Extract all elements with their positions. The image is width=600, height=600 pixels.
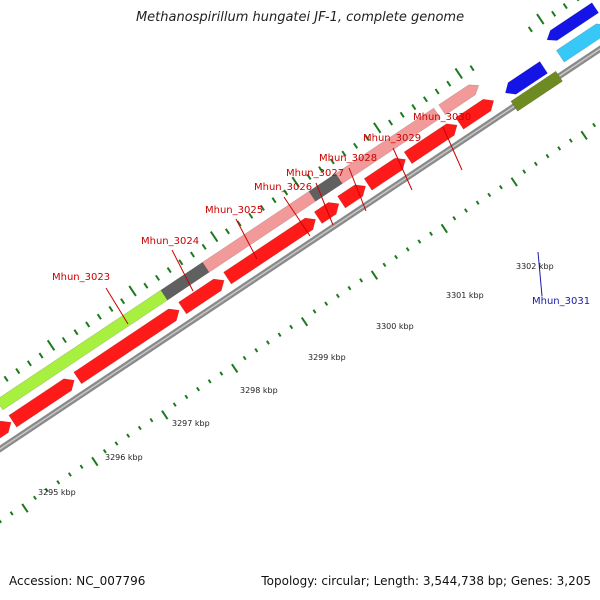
kbp-label: 3297 kbp (172, 419, 210, 428)
backbone (0, 45, 600, 453)
cds-red-arrow[interactable] (403, 123, 458, 165)
cds-red-arrow[interactable] (455, 98, 495, 130)
kbp-label: 3302 kbp (516, 262, 554, 271)
cds-blue-arrow[interactable] (546, 2, 600, 41)
kbp-label: 3299 kbp (308, 353, 346, 362)
accession-text: Accession: NC_007796 (9, 574, 146, 588)
outer-tick-track (3, 0, 580, 382)
cds-pink-arrow[interactable] (438, 84, 480, 116)
cds-red-arrow[interactable] (178, 278, 225, 315)
label-leaders (105, 126, 543, 325)
cds-olive-block[interactable] (510, 70, 563, 112)
kbp-label: 3296 kbp (105, 453, 143, 462)
cds-red-arrow[interactable] (313, 202, 340, 224)
cds-red-arrow[interactable] (363, 157, 406, 191)
cds-pink-block[interactable] (335, 107, 441, 185)
cds-red-arrow[interactable] (337, 184, 366, 209)
cds-red-arrow[interactable] (223, 217, 316, 285)
kbp-labels: 3295 kbp 3296 kbp 3297 kbp 3298 kbp 3299 kbp… (38, 262, 554, 497)
cds-cyan-arrow[interactable] (555, 23, 600, 63)
cds-red-arrow[interactable] (73, 308, 180, 385)
kbp-label: 3298 kbp (240, 386, 278, 395)
cds-blue-arrow[interactable] (505, 61, 548, 95)
kbp-label: 3300 kbp (376, 322, 414, 331)
inner-tick-track (0, 122, 597, 524)
map-title: Methanospirillum hungatei JF-1, complete… (135, 10, 465, 25)
gene-label-mhun_3025[interactable]: Mhun_3025 (205, 205, 263, 216)
gene-label-mhun_3030[interactable]: Mhun_3030 (413, 112, 471, 123)
kbp-label: 3295 kbp (38, 488, 76, 497)
gene-labels: Mhun_3023 Mhun_3024 Mhun_3025 Mhun_3026 Mhun… (52, 112, 590, 307)
gene-label-mhun_3024[interactable]: Mhun_3024 (141, 236, 199, 247)
gene-label-mhun_3028[interactable]: Mhun_3028 (319, 153, 377, 164)
gene-label-mhun_3029[interactable]: Mhun_3029 (363, 133, 421, 144)
cds-red-arrow[interactable] (0, 420, 12, 464)
kbp-label: 3301 kbp (446, 291, 484, 300)
gene-label-mhun_3031[interactable]: Mhun_3031 (532, 296, 590, 307)
cds-red-arrow[interactable] (8, 378, 75, 428)
genome-summary-text: Topology: circular; Length: 3,544,738 bp… (261, 574, 591, 588)
feature-track (0, 2, 600, 464)
gene-label-mhun_3026[interactable]: Mhun_3026 (254, 182, 312, 193)
gene-label-mhun_3027[interactable]: Mhun_3027 (286, 168, 344, 179)
gene-label-mhun_3023[interactable]: Mhun_3023 (52, 272, 110, 283)
